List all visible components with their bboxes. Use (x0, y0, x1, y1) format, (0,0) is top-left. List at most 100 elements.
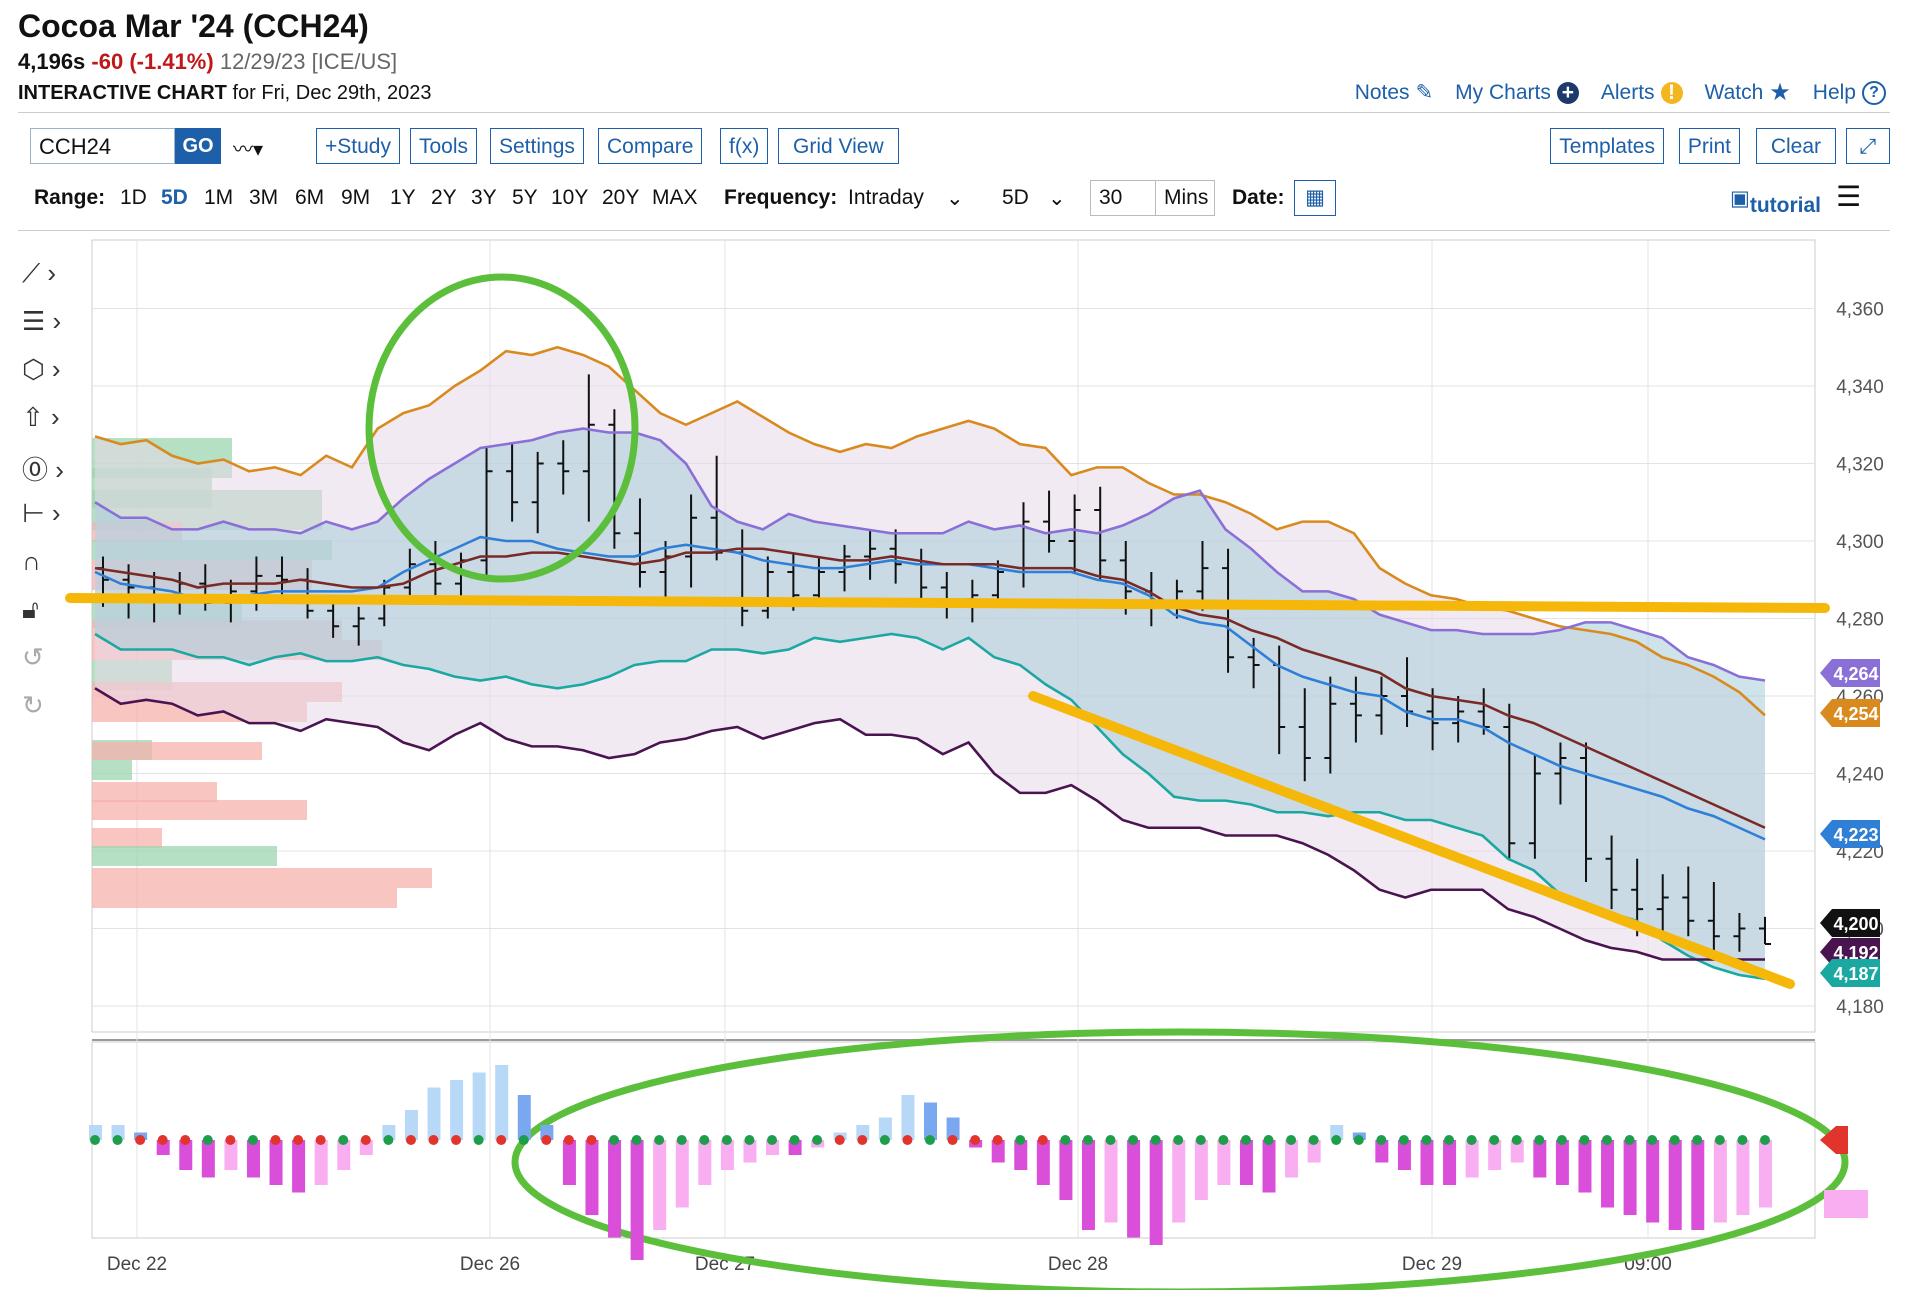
magnet-icon[interactable]: ∩ (22, 546, 41, 576)
signal-dot (925, 1135, 935, 1145)
watch-link[interactable]: Watch ★ (1704, 79, 1791, 106)
go-button[interactable]: GO (175, 128, 221, 164)
range-6m[interactable]: 6M (295, 186, 325, 209)
range-2y[interactable]: 2Y (431, 186, 457, 209)
histogram-bar (1262, 1140, 1276, 1193)
signal-dot (654, 1135, 665, 1145)
redo-icon[interactable]: ↻ (22, 690, 44, 720)
frequency-select[interactable]: Intraday (848, 186, 924, 209)
my-charts-link[interactable]: My Charts + (1455, 78, 1579, 107)
signal-dot (1511, 1135, 1522, 1145)
signal-dot (902, 1135, 913, 1145)
line-tool-icon[interactable]: ⟋ › (22, 258, 57, 288)
signal-dot (609, 1135, 620, 1145)
signal-dot (112, 1135, 123, 1145)
histogram-bar (1104, 1140, 1118, 1223)
toolbar: CCH24 GO 〰▾ +Study Tools Settings Compar… (18, 125, 1890, 169)
chevron-down-icon: ⌄ (946, 187, 964, 210)
compare-button[interactable]: Compare (598, 128, 703, 164)
signal-dot (1128, 1135, 1139, 1145)
range-5y[interactable]: 5Y (512, 186, 538, 209)
range-max[interactable]: MAX (652, 186, 698, 209)
histogram-bar (1217, 1140, 1231, 1185)
histogram-bar (495, 1065, 509, 1140)
signal-dot (225, 1135, 236, 1145)
shape-tool-icon[interactable]: ⬡ › (22, 354, 61, 384)
histogram-bar (179, 1140, 193, 1170)
grid-view-button[interactable]: Grid View (778, 128, 899, 164)
tutorial-link[interactable]: ▣ tutorial (1730, 187, 1822, 217)
signal-dot (947, 1135, 958, 1145)
alerts-link[interactable]: Alerts! (1601, 78, 1683, 107)
study-button[interactable]: +Study (316, 128, 400, 164)
signal-dot (1015, 1135, 1026, 1145)
help-link[interactable]: Help? (1813, 78, 1886, 107)
undo-icon[interactable]: ↺ (22, 642, 44, 672)
symbol-input[interactable]: CCH24 (30, 128, 175, 164)
x-tick-label: Dec 22 (107, 1254, 167, 1275)
clear-button[interactable]: Clear (1755, 128, 1836, 164)
last-value-label: 4,200 (1833, 914, 1878, 934)
range-9m[interactable]: 9M (341, 186, 371, 209)
histogram-bar (314, 1140, 328, 1185)
volume-profile-bar (92, 782, 217, 802)
signal-dot (405, 1135, 416, 1145)
volume-profile-bar (92, 742, 262, 760)
histogram-bar (1375, 1140, 1389, 1163)
histogram-bar (1172, 1140, 1186, 1223)
period-select[interactable]: 5D (1002, 186, 1029, 209)
range-1y[interactable]: 1Y (390, 186, 416, 209)
range-1d[interactable]: 1D (120, 186, 147, 209)
question-icon: ? (1862, 80, 1886, 105)
range-3m[interactable]: 3M (249, 186, 279, 209)
last-value-badge (1820, 699, 1880, 727)
signal-dot (631, 1135, 642, 1145)
histogram-bar (630, 1140, 644, 1260)
calendar-icon[interactable]: ▦ (1294, 180, 1336, 216)
histogram-bar (1014, 1140, 1028, 1170)
range-20y[interactable]: 20Y (602, 186, 640, 209)
fib-tool-icon[interactable]: ☰ › (22, 306, 62, 336)
signal-dot (451, 1135, 462, 1145)
signal-dot (812, 1135, 823, 1145)
range-1m[interactable]: 1M (204, 186, 234, 209)
lock-icon[interactable]: 🔓︎ (22, 594, 39, 624)
last-value-badge (1820, 820, 1880, 848)
tools-button[interactable]: Tools (410, 128, 478, 164)
settings-button[interactable]: Settings (490, 128, 584, 164)
menu-icon[interactable]: ☰ (1836, 181, 1862, 212)
notes-link[interactable]: Notes ✎ (1354, 80, 1434, 105)
histogram-bar (1691, 1140, 1705, 1230)
histogram-bar (720, 1140, 734, 1170)
y-tick-label: 4,240 (1836, 765, 1884, 786)
signal-dot (1331, 1135, 1342, 1145)
signal-dot (1421, 1135, 1432, 1145)
x-tick-label: Dec 29 (1402, 1254, 1462, 1275)
star-icon: ★ (1769, 79, 1791, 106)
histogram-bar (427, 1087, 441, 1140)
fx-button[interactable]: f(x) (720, 128, 769, 164)
chart-caption: INTERACTIVE CHART for Fri, Dec 29th, 202… (18, 78, 431, 108)
signal-dot (202, 1135, 213, 1145)
expand-icon[interactable]: ⤢ (1846, 128, 1890, 164)
chart-type-dropdown[interactable]: 〰▾ (233, 139, 264, 161)
signal-dot (135, 1135, 146, 1145)
arrow-tool-icon[interactable]: ⇧ › (22, 402, 60, 432)
templates-button[interactable]: Templates (1550, 128, 1664, 164)
range-5d[interactable]: 5D (161, 186, 188, 209)
signal-dot (1173, 1135, 1184, 1145)
signal-dot (90, 1135, 100, 1145)
print-button[interactable]: Print (1678, 128, 1740, 164)
range-10y[interactable]: 10Y (551, 186, 589, 209)
last-value-badge (1820, 659, 1880, 687)
minutes-label: Mins (1155, 180, 1215, 216)
range-label: Range: (34, 186, 106, 209)
series-line-ma_brown (94, 547, 1766, 829)
annotation-tool-icon[interactable]: ⓪ › (22, 455, 64, 485)
signal-dot (721, 1135, 732, 1145)
signal-dot (1286, 1135, 1297, 1145)
measure-tool-icon[interactable]: ⊢ › (22, 498, 61, 528)
last-value-label: 4,264 (1833, 664, 1878, 684)
range-3y[interactable]: 3Y (471, 186, 497, 209)
